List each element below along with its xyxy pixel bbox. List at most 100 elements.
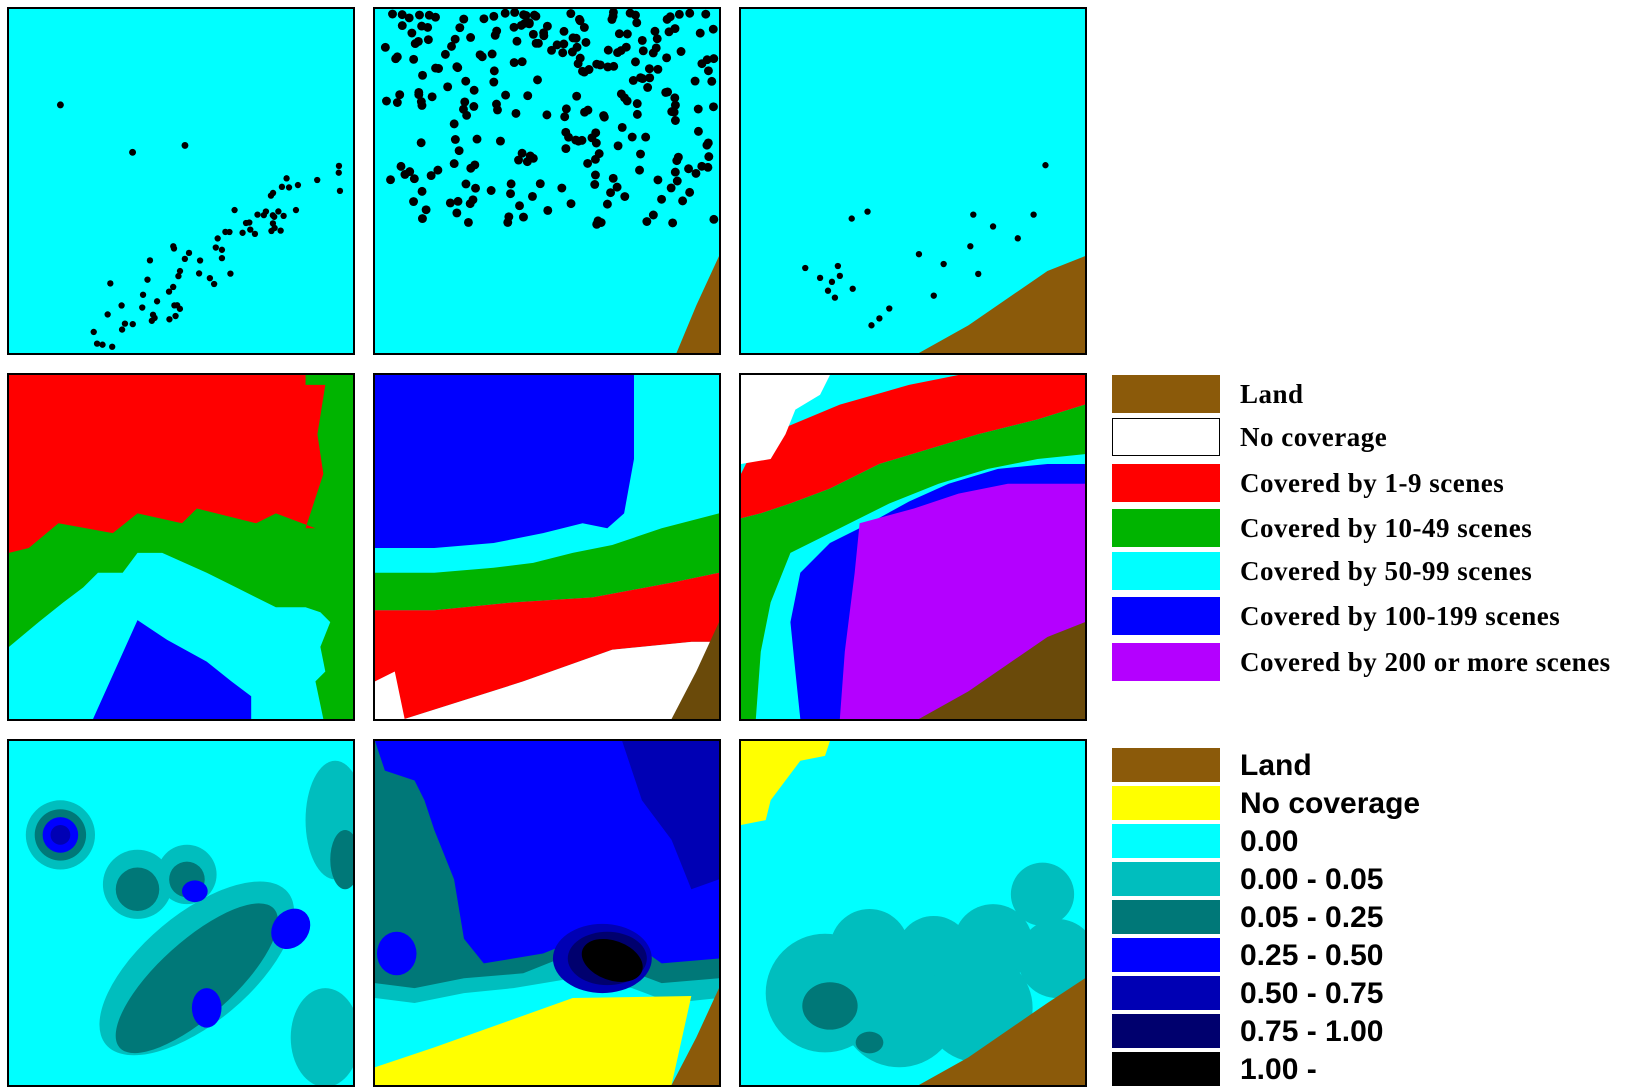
land-area [671,622,719,719]
observation-point [453,196,463,206]
observation-point [559,26,569,36]
observation-point [109,343,116,350]
observation-point [443,82,453,92]
observation-point [99,341,106,348]
land-area [676,256,719,353]
observation-point [695,28,705,38]
observation-point [492,99,501,109]
no-coverage [375,671,405,719]
observation-point [166,316,173,323]
observation-point [175,272,182,280]
land-area [918,622,1085,719]
observation-point [704,152,714,162]
legend-swatch [1112,824,1220,858]
observation-point [644,64,654,74]
observation-point [665,12,675,22]
observation-point [269,189,277,197]
observation-point [632,109,642,119]
observation-point [455,23,465,33]
observation-point [581,37,591,47]
land-area [918,256,1085,353]
observation-point [405,167,415,177]
observation-point [407,28,417,38]
observation-point [500,9,510,18]
observation-point [277,227,284,234]
observation-point [557,183,567,193]
observation-point [708,24,718,34]
coverage-1-9 [9,375,326,553]
observation-point [212,244,219,251]
observation-point [930,292,937,299]
observation-point [531,38,541,48]
prob-025-050 [376,931,417,976]
observation-point [153,298,161,305]
observation-point [650,26,660,36]
observation-point [176,267,184,275]
observation-point [335,162,343,170]
legend-swatch [1112,464,1220,502]
observation-point [868,322,875,329]
observation-point [697,161,707,171]
observation-point [834,262,842,270]
observation-point [104,311,111,318]
observation-point [848,215,855,222]
observation-point [612,182,622,192]
observation-point [409,197,418,207]
observation-point [1030,211,1037,218]
observation-point [670,93,680,103]
observation-point [479,14,489,24]
observation-point [547,45,556,55]
observation-point [613,141,623,151]
observation-point [670,100,680,110]
coverage-map-2-svg [375,375,719,719]
observation-point [280,212,287,220]
observation-points-2 [380,9,719,229]
observation-point [940,260,947,268]
observation-point [409,54,419,64]
observation-point [558,48,568,58]
prob-050-075 [622,741,719,890]
observation-point [118,302,125,309]
observation-point [139,304,146,311]
observation-point [560,112,570,122]
no-coverage [741,375,830,464]
observation-point [638,46,648,56]
observation-point [144,276,151,283]
observation-point [440,49,450,59]
observation-point [653,64,663,74]
legend-swatch [1112,1014,1220,1048]
observation-point [967,243,974,250]
observation-point [181,255,189,263]
observation-point [397,10,407,20]
observation-point [427,92,437,102]
legend-label: 1.00 - [1240,1053,1317,1086]
observation-point [466,33,476,42]
observation-point [449,159,459,169]
coverage-100-199 [93,620,252,719]
observation-point [627,132,637,142]
observation-point [709,214,719,224]
observation-point [641,132,651,142]
legend-label: 0.75 - 1.00 [1240,1015,1384,1048]
observation-point [519,212,528,222]
legend-label: 0.50 - 0.75 [1240,977,1384,1010]
observation-point [651,43,661,53]
legend-label: No coverage [1240,422,1388,452]
observation-point [520,18,530,28]
observation-point [648,210,658,220]
observation-point [426,171,436,181]
observation-point [608,173,618,183]
observation-point [452,208,462,218]
observation-point [418,70,427,80]
observation-point [148,317,156,324]
map-coverage-2 [373,373,721,721]
observation-point [622,29,632,39]
observation-point [487,49,497,59]
prob-1 [581,938,643,982]
coverage-1-9 [741,375,1085,519]
observation-point [572,91,582,101]
observation-point [511,108,521,118]
observation-point [56,101,64,109]
observation-point [632,18,642,28]
prob-025-050 [375,741,719,964]
